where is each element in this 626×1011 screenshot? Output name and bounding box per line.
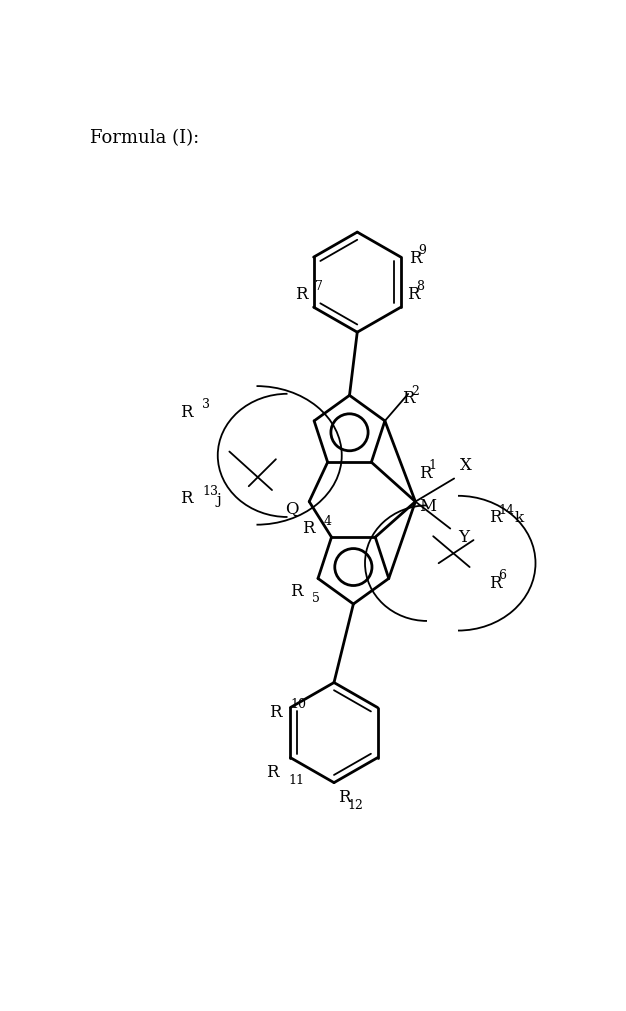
Text: R: R <box>269 704 281 720</box>
Text: 2: 2 <box>411 384 419 397</box>
Text: 4: 4 <box>324 515 332 527</box>
Text: 3: 3 <box>202 398 210 410</box>
Text: R: R <box>489 509 501 526</box>
Text: 1: 1 <box>429 459 436 472</box>
Text: Formula (I):: Formula (I): <box>90 129 199 148</box>
Text: 12: 12 <box>347 798 363 811</box>
Text: X: X <box>460 457 472 474</box>
Text: 13: 13 <box>202 484 218 497</box>
Text: R: R <box>407 285 419 302</box>
Text: Q: Q <box>285 499 299 517</box>
Text: 5: 5 <box>312 591 320 605</box>
Text: 8: 8 <box>416 280 424 293</box>
Text: R: R <box>489 574 501 591</box>
Text: k: k <box>515 511 524 525</box>
Text: R: R <box>409 250 421 266</box>
Text: 6: 6 <box>498 568 506 581</box>
Text: Y: Y <box>458 528 469 545</box>
Text: R: R <box>290 582 302 599</box>
Text: R: R <box>266 763 279 780</box>
Text: 7: 7 <box>315 280 323 293</box>
Text: R: R <box>302 520 314 537</box>
Text: R: R <box>180 403 193 421</box>
Text: 10: 10 <box>290 698 306 711</box>
Text: M: M <box>419 497 436 515</box>
Text: R: R <box>338 789 351 805</box>
Text: j: j <box>216 492 221 507</box>
Text: R: R <box>295 285 307 302</box>
Text: 9: 9 <box>418 244 426 257</box>
Text: 11: 11 <box>288 773 304 786</box>
Text: 14: 14 <box>498 503 515 517</box>
Text: R: R <box>180 489 193 507</box>
Text: R: R <box>402 390 414 406</box>
Text: R: R <box>419 464 432 481</box>
